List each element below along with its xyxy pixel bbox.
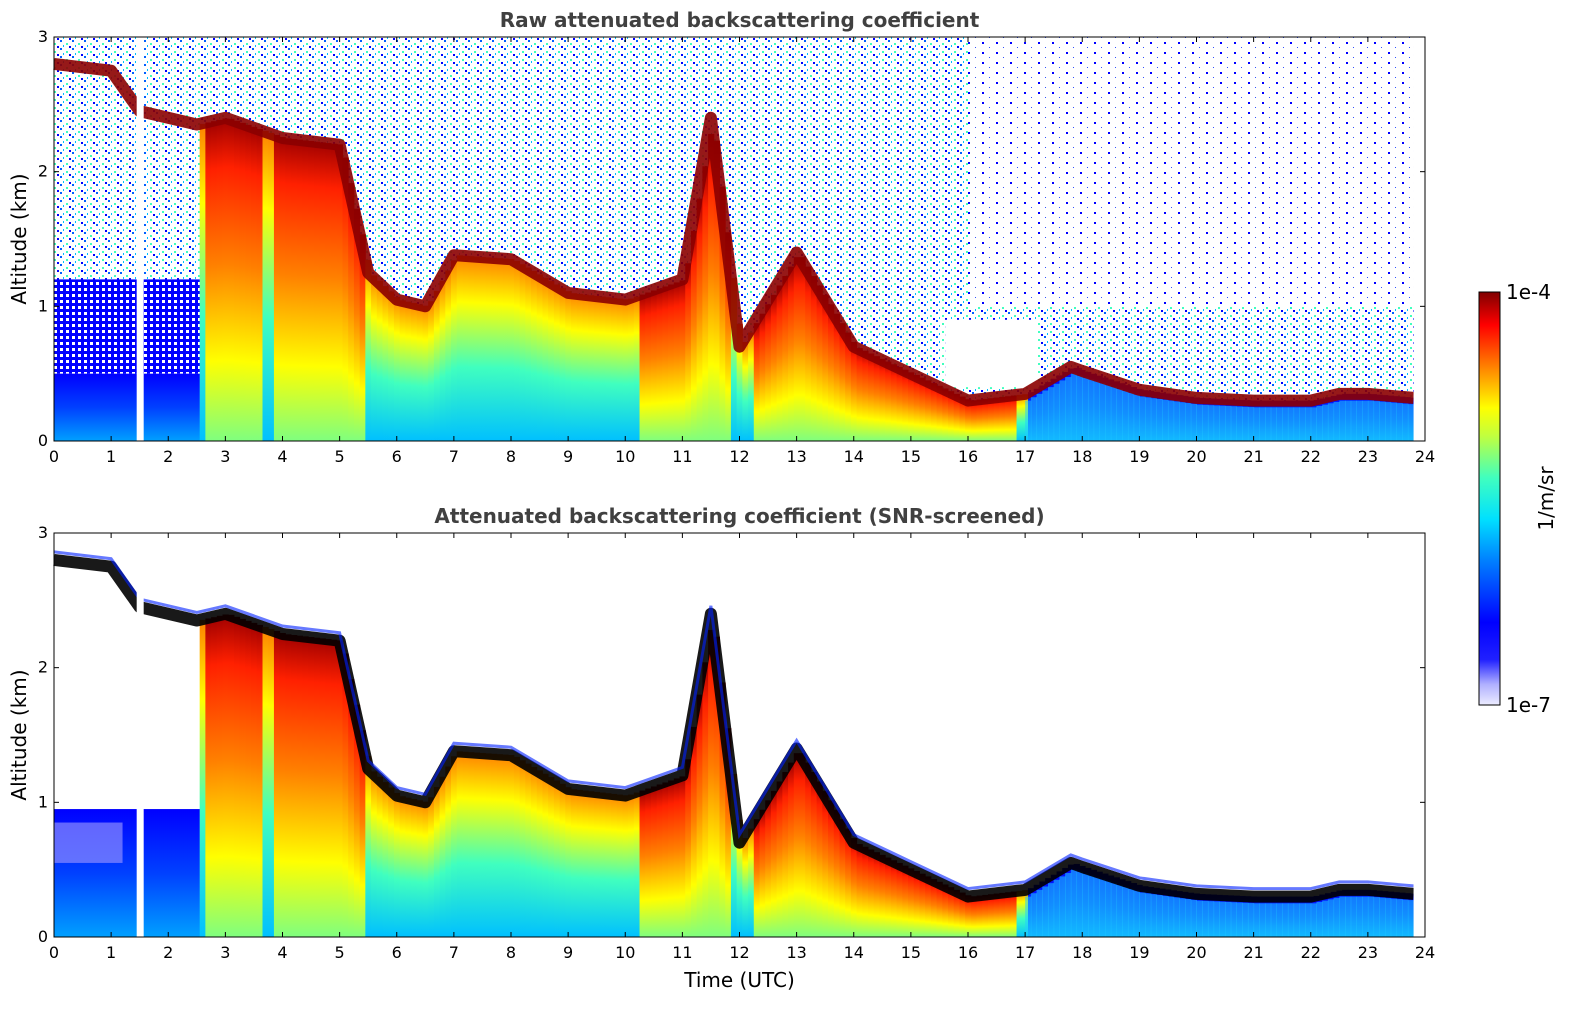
- x-tick-label: 23: [1358, 943, 1378, 962]
- x-tick-label: 18: [1072, 943, 1092, 962]
- x-tick-label: 0: [49, 943, 59, 962]
- x-tick-label: 17: [1015, 943, 1035, 962]
- x-tick-label: 5: [335, 447, 345, 466]
- y-tick-label: 1: [38, 296, 48, 315]
- chart-title-snr: Attenuated backscattering coefficient (S…: [434, 504, 1044, 528]
- x-tick-label: 3: [220, 943, 230, 962]
- x-tick-label: 7: [449, 943, 459, 962]
- x-tick-label: 21: [1243, 447, 1263, 466]
- y-tick-label: 3: [38, 523, 48, 542]
- x-tick-label: 8: [506, 447, 516, 466]
- x-tick-label: 3: [220, 447, 230, 466]
- x-tick-label: 6: [392, 943, 402, 962]
- raw-backscatter-panel: Raw attenuated backscattering coefficien…: [7, 8, 1435, 466]
- heatmap-raw: [53, 37, 1425, 442]
- snr-screened-panel: Attenuated backscattering coefficient (S…: [7, 504, 1435, 992]
- colorbar-min-label: 1e-7: [1506, 693, 1551, 717]
- data-gap: [136, 37, 1425, 441]
- x-tick-label: 16: [958, 943, 978, 962]
- x-tick-label: 12: [729, 447, 749, 466]
- x-tick-label: 10: [615, 943, 635, 962]
- screened-background: [54, 809, 203, 937]
- x-tick-label: 15: [901, 943, 921, 962]
- x-tick-label: 14: [844, 943, 864, 962]
- x-tick-label: 2: [163, 447, 173, 466]
- x-tick-label: 22: [1301, 943, 1321, 962]
- data-gap: [136, 533, 1425, 937]
- colorbar: 1e-4 1e-7 1/m/sr: [1478, 280, 1558, 717]
- x-tick-label: 4: [277, 943, 287, 962]
- y-tick-label: 1: [38, 792, 48, 811]
- x-tick-label: 20: [1186, 943, 1206, 962]
- x-tick-label: 1: [106, 943, 116, 962]
- colorbar-max-label: 1e-4: [1506, 280, 1551, 304]
- x-tick-label: 16: [958, 447, 978, 466]
- x-tick-label: 20: [1186, 447, 1206, 466]
- x-tick-label: 13: [786, 943, 806, 962]
- x-tick-label: 15: [901, 447, 921, 466]
- y-axis-label-snr: Altitude (km): [7, 669, 31, 800]
- x-tick-label: 11: [672, 447, 692, 466]
- x-tick-label: 10: [615, 447, 635, 466]
- x-tick-label: 19: [1129, 943, 1149, 962]
- x-axis-raw: 0 1 2 3 4 5 6 7 8 9 10 11 12 13 14 15 16 17 18 19 20 21 22 23 24: [49, 37, 1435, 466]
- x-tick-label: 24: [1415, 943, 1435, 962]
- backscatter-fill: [199, 118, 1417, 442]
- x-tick-label: 19: [1129, 447, 1149, 466]
- x-axis-snr: 0 1 2 3 4 5 6 7 8 9 10 11 12 13 14 15 16 17 18 19 20 21 22 23 24: [49, 533, 1435, 962]
- x-tick-label: 9: [563, 943, 573, 962]
- x-tick-label: 13: [786, 447, 806, 466]
- y-tick-label: 3: [38, 27, 48, 46]
- y-axis-raw: 0 1 2 3: [38, 27, 1425, 450]
- x-tick-label: 11: [672, 943, 692, 962]
- y-tick-label: 0: [38, 431, 48, 450]
- y-tick-label: 2: [38, 162, 48, 181]
- x-tick-label: 8: [506, 943, 516, 962]
- x-axis-label: Time (UTC): [683, 968, 795, 992]
- y-tick-label: 2: [38, 658, 48, 677]
- x-tick-label: 9: [563, 447, 573, 466]
- colorbar-gradient: [1478, 291, 1501, 706]
- x-tick-label: 5: [335, 943, 345, 962]
- colorbar-unit-label: 1/m/sr: [1534, 466, 1558, 531]
- x-tick-label: 21: [1243, 943, 1263, 962]
- cloud-layer-band: [53, 550, 1415, 903]
- chart-title-raw: Raw attenuated backscattering coefficien…: [500, 8, 980, 32]
- x-tick-label: 0: [49, 447, 59, 466]
- x-tick-label: 18: [1072, 447, 1092, 466]
- x-tick-label: 12: [729, 943, 749, 962]
- y-axis-snr: 0 1 2 3: [38, 523, 1425, 946]
- x-tick-label: 23: [1358, 447, 1378, 466]
- x-tick-label: 17: [1015, 447, 1035, 466]
- x-tick-label: 1: [106, 447, 116, 466]
- x-tick-label: 22: [1301, 447, 1321, 466]
- heatmap-snr: [53, 533, 1425, 937]
- y-tick-label: 0: [38, 927, 48, 946]
- x-tick-label: 14: [844, 447, 864, 466]
- y-axis-label-raw: Altitude (km): [7, 173, 31, 304]
- x-tick-label: 24: [1415, 447, 1435, 466]
- cloud-layer-band: [53, 57, 1415, 407]
- backscatter-fill: [199, 614, 1417, 937]
- x-tick-label: 4: [277, 447, 287, 466]
- x-tick-label: 7: [449, 447, 459, 466]
- x-tick-label: 6: [392, 447, 402, 466]
- x-tick-label: 2: [163, 943, 173, 962]
